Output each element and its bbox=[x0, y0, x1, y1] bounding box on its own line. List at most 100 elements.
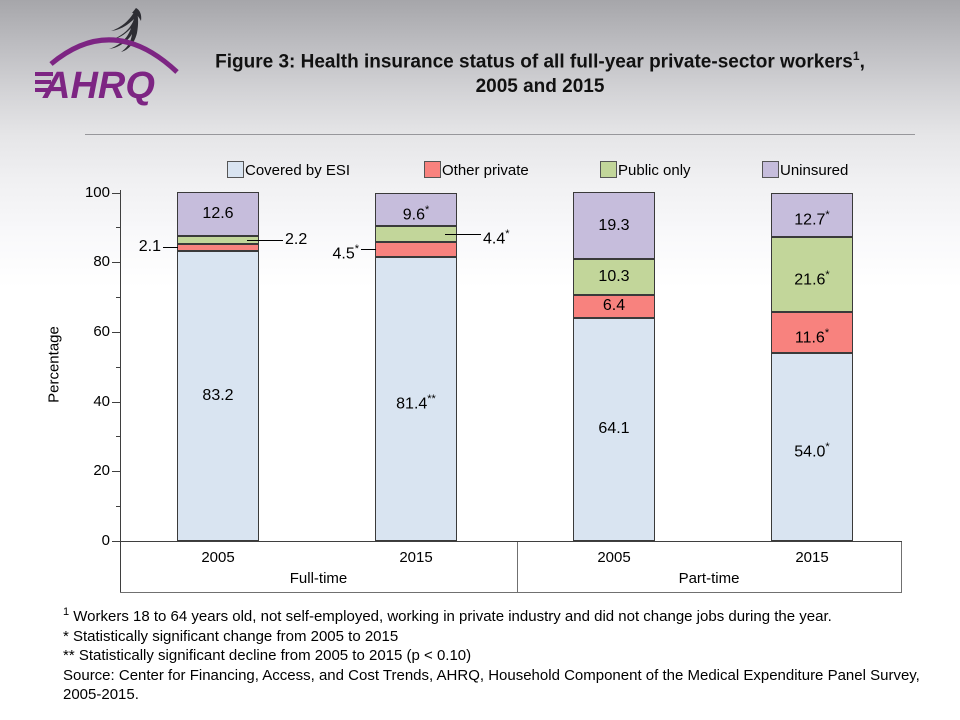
segment-value-callout: 4.4* bbox=[483, 227, 510, 248]
x-category-label: 2005 bbox=[597, 549, 631, 566]
title-line1: Figure 3: Health insurance status of all… bbox=[215, 51, 853, 73]
bar-segment-uninsured bbox=[573, 192, 655, 260]
bar-segment-other-private bbox=[375, 241, 457, 258]
y-tick-label: 100 bbox=[84, 183, 110, 201]
legend-swatch-icon bbox=[227, 161, 244, 178]
segment-value-label: 64.1 bbox=[598, 420, 630, 438]
significance-marker: * bbox=[825, 268, 830, 281]
footnote-superscript: 1 bbox=[63, 606, 70, 618]
x-category-label: 2015 bbox=[795, 549, 829, 566]
segment-value-callout: 4.5* bbox=[332, 243, 359, 263]
callout-leader-line bbox=[163, 247, 178, 249]
header-divider bbox=[85, 134, 915, 135]
x-group-label: Part-time bbox=[678, 570, 740, 587]
legend-item: Covered by ESI bbox=[227, 161, 350, 179]
y-tick-minor bbox=[116, 366, 120, 368]
legend-item: Other private bbox=[424, 161, 529, 179]
title-superscript: 1 bbox=[852, 49, 860, 63]
y-tick-label: 40 bbox=[93, 392, 110, 410]
significance-marker: ** bbox=[427, 393, 436, 406]
legend-label: Public only bbox=[618, 162, 691, 179]
category-box-bottom-border bbox=[120, 592, 902, 593]
y-tick-label: 0 bbox=[101, 532, 110, 549]
segment-value-label: 54.0* bbox=[794, 440, 830, 461]
ahrq-arc bbox=[49, 37, 179, 74]
bar-segment-public-only bbox=[573, 259, 655, 296]
legend-swatch-icon bbox=[762, 161, 779, 178]
significance-marker: * bbox=[825, 440, 830, 453]
legend-item: Public only bbox=[600, 161, 691, 179]
x-category-label: 2015 bbox=[399, 549, 433, 566]
figure-title: Figure 3: Health insurance status of all… bbox=[150, 44, 930, 99]
y-tick-major bbox=[112, 401, 120, 403]
footnote-line: * Statistically significant change from … bbox=[63, 627, 921, 647]
category-box-divider bbox=[517, 542, 518, 592]
bar-segment-covered-by-esi bbox=[771, 352, 853, 541]
segment-value-callout: 2.1 bbox=[138, 238, 161, 256]
legend-swatch-icon bbox=[424, 161, 441, 178]
callout-leader-line bbox=[361, 249, 376, 251]
segment-value-label: 12.7* bbox=[794, 208, 830, 229]
ahrq-logo-text: AHRQ bbox=[42, 65, 155, 106]
bar-segment-uninsured bbox=[177, 192, 259, 237]
significance-marker: * bbox=[825, 208, 830, 221]
y-tick-major bbox=[112, 192, 120, 194]
legend-label: Covered by ESI bbox=[245, 162, 351, 179]
x-category-label: 2005 bbox=[201, 549, 235, 566]
category-box-right-border bbox=[901, 542, 902, 592]
bar-segment-other-private bbox=[771, 312, 853, 353]
bar-segment-uninsured bbox=[375, 192, 457, 227]
bar-segment-covered-by-esi bbox=[375, 257, 457, 541]
y-axis-line bbox=[120, 190, 121, 592]
legend-label: Other private bbox=[442, 162, 529, 179]
y-tick-minor bbox=[116, 506, 120, 508]
segment-value-label: 19.3 bbox=[598, 216, 630, 234]
footnote-text: ** Statistically significant decline fro… bbox=[63, 647, 472, 664]
footnote-text: Workers 18 to 64 years old, not self-emp… bbox=[69, 608, 832, 625]
significance-marker: * bbox=[424, 203, 430, 216]
y-axis-title: Percentage bbox=[45, 326, 63, 403]
footnotes: 1 Workers 18 to 64 years old, not self-e… bbox=[63, 603, 921, 705]
y-tick-major bbox=[112, 331, 120, 333]
y-tick-label: 60 bbox=[93, 322, 110, 340]
segment-value-label: 10.3 bbox=[598, 268, 630, 286]
footnote-text: * Statistically significant change from … bbox=[63, 627, 399, 645]
footnote-line: ** Statistically significant decline fro… bbox=[63, 646, 921, 666]
y-tick-label: 80 bbox=[93, 253, 110, 271]
callout-leader-line bbox=[445, 233, 481, 235]
bar-segment-uninsured bbox=[771, 192, 853, 238]
x-axis-line bbox=[120, 541, 902, 542]
y-tick-minor bbox=[116, 297, 120, 299]
y-tick-label: 20 bbox=[93, 462, 110, 480]
callout-leader-line bbox=[247, 239, 283, 241]
title-comma: , bbox=[859, 51, 865, 73]
bar-segment-other-private bbox=[177, 243, 259, 252]
bar-segment-covered-by-esi bbox=[177, 251, 259, 541]
y-tick-major bbox=[112, 541, 120, 542]
ahrq-logo-svg: AHRQ bbox=[35, 8, 179, 107]
significance-marker: * bbox=[505, 227, 510, 240]
significance-marker: * bbox=[824, 326, 830, 339]
ahrq-speed-lines bbox=[35, 72, 53, 92]
y-tick-major bbox=[112, 471, 120, 473]
footnote-line: Source: Center for Financing, Access, an… bbox=[63, 666, 921, 705]
bar-segment-public-only bbox=[771, 237, 853, 313]
ahrq-logo: AHRQ bbox=[35, 4, 185, 107]
segment-value-label: 83.2 bbox=[202, 387, 234, 405]
x-group-label: Full-time bbox=[289, 570, 348, 587]
y-tick-minor bbox=[116, 436, 120, 438]
segment-value-label: 9.6* bbox=[402, 203, 430, 223]
y-tick-minor bbox=[116, 227, 120, 229]
y-tick-major bbox=[112, 262, 120, 264]
bar-segment-covered-by-esi bbox=[573, 317, 655, 541]
segment-value-label: 21.6* bbox=[794, 268, 830, 289]
footnote-text: Source: Center for Financing, Access, an… bbox=[63, 666, 920, 704]
segment-value-label: 11.6* bbox=[794, 326, 830, 346]
legend-label: Uninsured bbox=[780, 162, 849, 179]
footnote-line: 1 Workers 18 to 64 years old, not self-e… bbox=[63, 603, 921, 627]
segment-value-label: 81.4** bbox=[396, 393, 436, 413]
bar-segment-other-private bbox=[573, 295, 655, 318]
legend-swatch-icon bbox=[600, 161, 617, 178]
